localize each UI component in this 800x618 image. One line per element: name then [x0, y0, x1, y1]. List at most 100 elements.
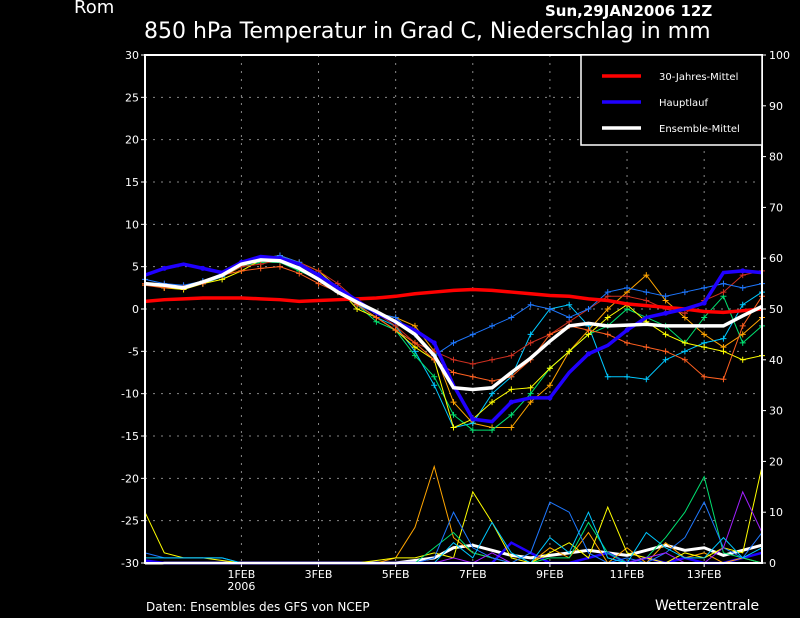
- member-marker: [720, 376, 727, 383]
- member-marker: [546, 382, 553, 389]
- member-marker: [276, 263, 283, 270]
- data-source: Daten: Ensembles des GFS von NCEP: [146, 600, 370, 614]
- member-marker: [527, 331, 534, 338]
- member-marker: [681, 339, 688, 346]
- hauptlauf-marker: [663, 310, 669, 316]
- member-marker: [662, 356, 669, 363]
- member-marker: [450, 369, 457, 376]
- member-marker: [469, 331, 476, 338]
- member-marker: [527, 399, 534, 406]
- member-marker: [739, 322, 746, 329]
- member-marker: [489, 322, 496, 329]
- y-tick-label-left: -15: [121, 430, 139, 443]
- member-marker: [643, 289, 650, 296]
- member-marker: [450, 399, 457, 406]
- member-marker: [701, 331, 708, 338]
- run-timestamp: Sun,29JAN2006 12Z: [545, 2, 713, 20]
- member-marker: [527, 301, 534, 308]
- member-marker: [739, 356, 746, 363]
- member-marker: [508, 424, 515, 431]
- y-tick-label-right: 80: [769, 151, 783, 164]
- member-marker: [315, 280, 322, 287]
- member-marker: [585, 327, 592, 334]
- y-tick-label-right: 90: [769, 100, 783, 113]
- member-marker: [604, 331, 611, 338]
- member-marker: [585, 306, 592, 312]
- member-marker: [701, 314, 708, 321]
- member-marker: [373, 314, 380, 321]
- member-marker: [469, 373, 476, 380]
- member-marker: [527, 339, 534, 346]
- precip-line: [145, 543, 763, 565]
- member-marker: [431, 373, 438, 380]
- member-marker: [411, 322, 418, 329]
- member-marker: [739, 301, 746, 308]
- chart-title: 850 hPa Temperatur in Grad C, Niederschl…: [144, 19, 711, 44]
- member-marker: [604, 289, 611, 296]
- member-marker: [450, 411, 457, 418]
- member-marker: [681, 310, 688, 317]
- y-tick-label-right: 20: [769, 455, 783, 468]
- member-marker: [720, 280, 727, 287]
- member-marker: [392, 327, 399, 334]
- member-marker: [624, 373, 631, 380]
- hauptlauf-marker: [200, 265, 206, 271]
- legend-label: Ensemble-Mittel: [659, 124, 740, 135]
- member-marker: [604, 373, 611, 380]
- y-tick-label-right: 40: [769, 354, 783, 367]
- legend-box: [580, 54, 763, 146]
- hauptlauf-marker: [624, 327, 630, 333]
- y-tick-label-right: 70: [769, 201, 783, 214]
- member-marker: [411, 339, 418, 346]
- member-marker: [489, 377, 496, 384]
- x-tick-label: 1FEB: [227, 568, 255, 581]
- member-marker: [489, 399, 496, 406]
- member-marker: [508, 373, 515, 380]
- y-tick-label-left: 25: [125, 91, 139, 104]
- y-tick-label-left: -20: [121, 472, 139, 485]
- member-marker: [238, 267, 245, 274]
- brand-label: Wetterzentrale: [655, 598, 760, 614]
- x-tick-label: 3FEB: [305, 568, 333, 581]
- x-tick-label: 5FEB: [382, 568, 410, 581]
- series-line-ensemble-mittel: [144, 258, 763, 392]
- member-marker: [643, 297, 650, 304]
- member-marker: [489, 356, 496, 363]
- y-tick-label-left: -30: [121, 557, 139, 570]
- member-marker: [681, 289, 688, 296]
- member-marker: [720, 289, 727, 296]
- hauptlauf-marker: [740, 268, 746, 274]
- x-tick-label: 7FEB: [459, 568, 487, 581]
- y-tick-label-left: -5: [128, 345, 139, 358]
- member-marker: [566, 314, 573, 321]
- y-tick-label-left: -10: [121, 388, 139, 401]
- y-tick-label-right: 50: [769, 303, 783, 316]
- member-marker: [720, 335, 727, 342]
- series-line--jahres-mittel: [144, 287, 763, 315]
- member-marker: [527, 390, 534, 397]
- hauptlauf-marker: [470, 416, 476, 422]
- y-tick-label-left: 10: [125, 218, 139, 231]
- member-marker: [701, 344, 708, 351]
- member-marker: [546, 331, 553, 338]
- member-marker: [566, 348, 573, 355]
- y-tick-label-left: 20: [125, 134, 139, 147]
- member-marker: [662, 331, 669, 338]
- member-marker: [643, 376, 650, 383]
- y-tick-label-left: 15: [125, 176, 139, 189]
- member-marker: [624, 339, 631, 346]
- member-marker: [643, 272, 650, 279]
- member-marker: [508, 352, 515, 359]
- hauptlauf-marker: [585, 351, 591, 357]
- precip-line: [145, 490, 763, 564]
- hauptlauf-marker: [547, 395, 553, 401]
- member-marker: [739, 284, 746, 291]
- member-marker: [720, 348, 727, 355]
- series-line-hauptlauf: [144, 254, 763, 424]
- member-marker: [681, 348, 688, 355]
- member-marker: [431, 382, 438, 389]
- member-marker: [469, 427, 476, 434]
- member-marker: [643, 344, 650, 351]
- y-tick-label-right: 60: [769, 252, 783, 265]
